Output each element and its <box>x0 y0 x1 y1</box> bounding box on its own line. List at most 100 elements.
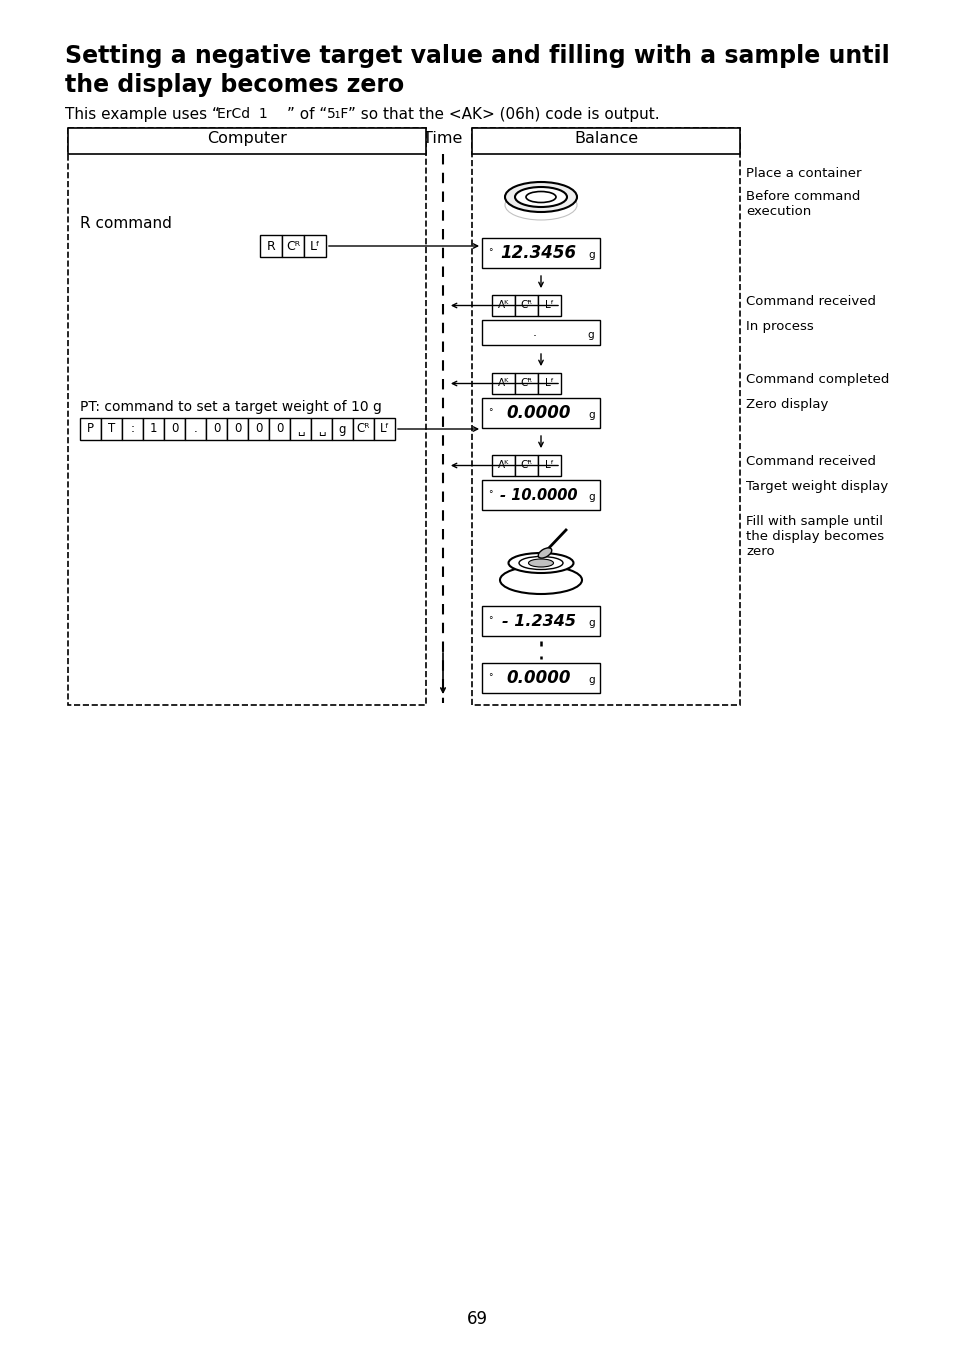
Bar <box>537 296 560 316</box>
Text: g: g <box>338 423 346 436</box>
Text: Command received: Command received <box>745 455 875 468</box>
Text: In process: In process <box>745 320 813 333</box>
Text: °: ° <box>488 248 492 258</box>
Text: Lᶠ: Lᶠ <box>379 423 389 436</box>
Bar <box>492 455 515 477</box>
Text: Fill with sample until
the display becomes
zero: Fill with sample until the display becom… <box>745 514 883 558</box>
Text: 0: 0 <box>171 423 178 436</box>
Text: ” of “: ” of “ <box>287 107 327 122</box>
Bar <box>68 128 426 705</box>
Bar <box>332 418 353 440</box>
Bar <box>481 398 599 428</box>
Text: Zero display: Zero display <box>745 398 827 410</box>
Bar <box>227 418 248 440</box>
Text: Setting a negative target value and filling with a sample until: Setting a negative target value and fill… <box>65 45 889 68</box>
Text: 0: 0 <box>233 423 241 436</box>
Bar <box>290 418 311 440</box>
Text: 0: 0 <box>254 423 262 436</box>
Text: Cᴿ: Cᴿ <box>286 239 300 252</box>
Bar <box>185 418 206 440</box>
Ellipse shape <box>508 554 573 572</box>
Text: °: ° <box>488 617 492 625</box>
Text: Cᴿ: Cᴿ <box>356 423 370 436</box>
Text: Time: Time <box>423 131 462 146</box>
Bar <box>282 235 304 256</box>
Text: Before command
execution: Before command execution <box>745 190 860 217</box>
Text: the display becomes zero: the display becomes zero <box>65 73 404 97</box>
Text: Lᶠ: Lᶠ <box>544 301 554 310</box>
Text: Place a container: Place a container <box>745 167 861 180</box>
Text: g: g <box>588 675 595 684</box>
Text: 69: 69 <box>466 1310 487 1328</box>
Text: °: ° <box>488 490 492 500</box>
Text: 12.3456: 12.3456 <box>500 244 577 262</box>
Text: Command completed: Command completed <box>745 373 888 386</box>
Text: - 1.2345: - 1.2345 <box>501 613 575 629</box>
Text: Lᶠ: Lᶠ <box>544 378 554 389</box>
Text: - 10.0000: - 10.0000 <box>499 487 577 502</box>
Text: g: g <box>587 329 594 339</box>
Bar <box>353 418 374 440</box>
Text: g: g <box>588 250 595 261</box>
Text: g: g <box>588 410 595 420</box>
Text: 0: 0 <box>213 423 220 436</box>
Bar <box>537 373 560 394</box>
Text: R: R <box>266 239 275 252</box>
Bar <box>515 455 537 477</box>
Text: Computer: Computer <box>207 131 287 146</box>
Bar <box>143 418 164 440</box>
Text: ErCd  1: ErCd 1 <box>216 107 268 122</box>
Text: °: ° <box>488 674 492 683</box>
Bar <box>374 418 395 440</box>
Text: Aᴷ: Aᴷ <box>497 378 509 389</box>
Bar <box>122 418 143 440</box>
Bar <box>515 373 537 394</box>
Text: °: ° <box>488 409 492 417</box>
Text: Aᴷ: Aᴷ <box>497 460 509 471</box>
Text: Lᶠ: Lᶠ <box>544 460 554 471</box>
Ellipse shape <box>515 188 566 207</box>
Text: 0.0000: 0.0000 <box>506 404 570 423</box>
Text: ␣: ␣ <box>296 423 304 436</box>
Text: 0: 0 <box>275 423 283 436</box>
Text: This example uses “: This example uses “ <box>65 107 219 122</box>
Bar <box>311 418 332 440</box>
Ellipse shape <box>499 566 581 594</box>
Text: .: . <box>193 423 197 436</box>
Ellipse shape <box>518 556 562 570</box>
Text: Lᶠ: Lᶠ <box>310 239 320 252</box>
Text: T: T <box>108 423 115 436</box>
Bar <box>492 296 515 316</box>
Bar <box>269 418 290 440</box>
Ellipse shape <box>528 559 553 567</box>
Bar <box>481 606 599 636</box>
Text: Balance: Balance <box>574 131 638 146</box>
Text: P: P <box>87 423 94 436</box>
Text: PT: command to set a target weight of 10 g: PT: command to set a target weight of 10… <box>80 400 381 414</box>
Text: Cᴿ: Cᴿ <box>520 460 532 471</box>
Bar <box>481 238 599 269</box>
Bar <box>206 418 227 440</box>
Text: Target weight display: Target weight display <box>745 481 887 493</box>
Text: ” so that the <AK> (06h) code is output.: ” so that the <AK> (06h) code is output. <box>348 107 659 122</box>
Text: ␣: ␣ <box>317 423 325 436</box>
Text: R command: R command <box>80 216 172 231</box>
Bar <box>248 418 269 440</box>
Text: Command received: Command received <box>745 296 875 308</box>
Ellipse shape <box>537 548 551 558</box>
Text: .: . <box>533 325 537 339</box>
Text: Cᴿ: Cᴿ <box>520 378 532 389</box>
Text: Aᴷ: Aᴷ <box>497 301 509 310</box>
Ellipse shape <box>504 182 577 212</box>
Bar <box>80 418 101 440</box>
Text: 1: 1 <box>150 423 157 436</box>
Bar <box>515 296 537 316</box>
Bar <box>164 418 185 440</box>
Ellipse shape <box>525 192 556 202</box>
Bar <box>260 235 282 256</box>
Bar <box>68 128 426 154</box>
Text: 0.0000: 0.0000 <box>506 670 570 687</box>
Bar <box>472 128 740 154</box>
Bar <box>101 418 122 440</box>
Bar <box>492 373 515 394</box>
